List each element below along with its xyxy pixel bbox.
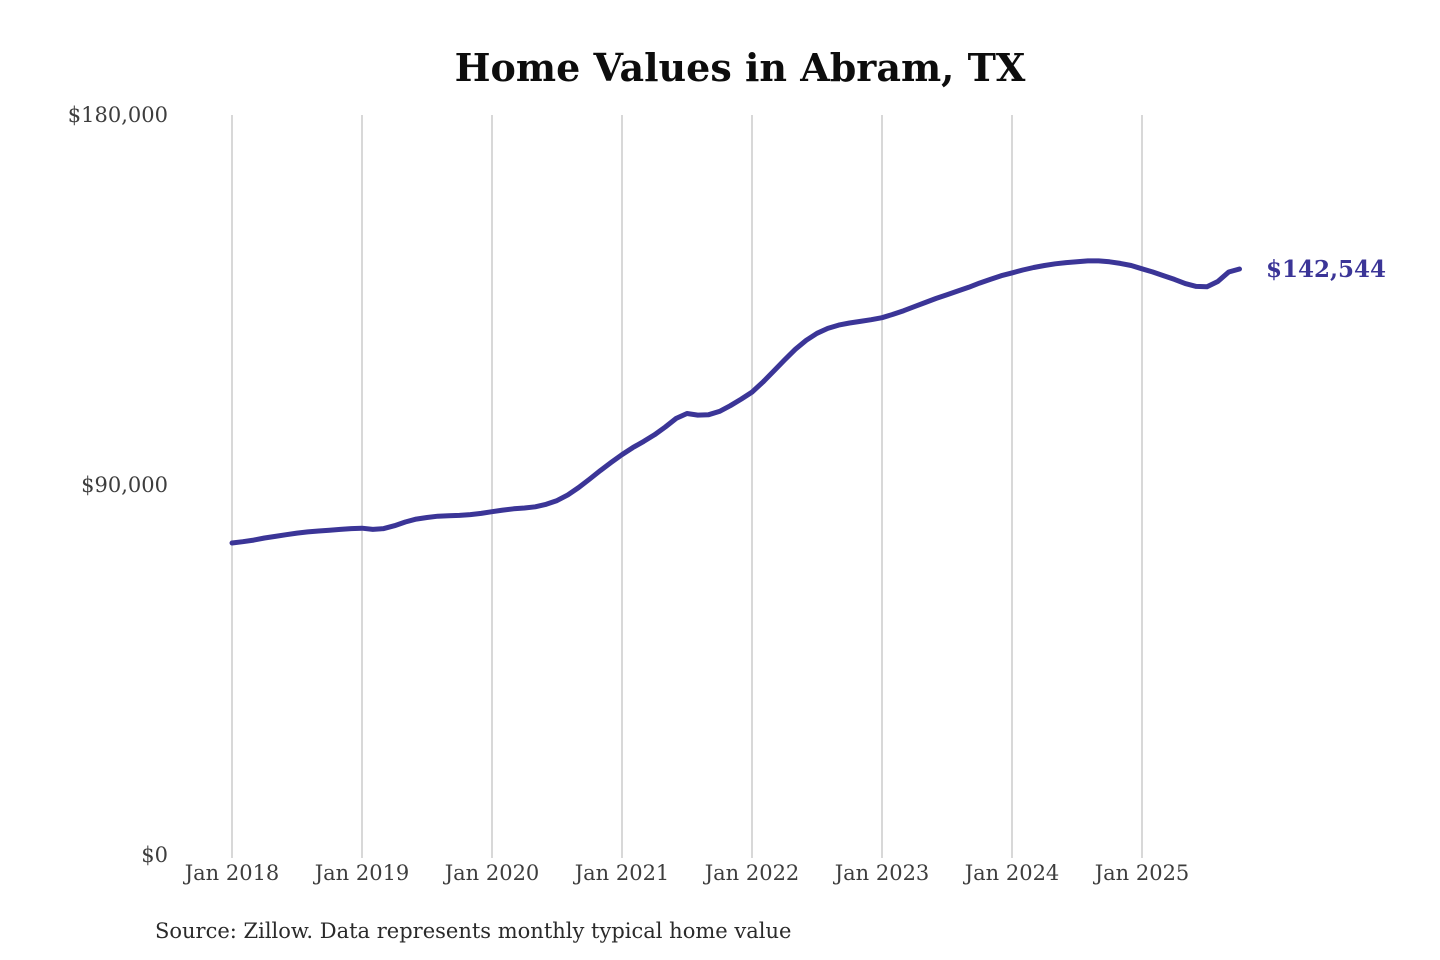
chart-title: Home Values in Abram, TX <box>455 45 1026 90</box>
x-tick-label: Jan 2022 <box>703 861 800 885</box>
y-tick-label: $90,000 <box>81 473 168 497</box>
x-tick-label: Jan 2024 <box>963 861 1060 885</box>
y-tick-label: $0 <box>141 843 168 867</box>
x-tick-label: Jan 2023 <box>833 861 930 885</box>
x-tick-label: Jan 2018 <box>183 861 280 885</box>
x-tick-label: Jan 2020 <box>443 861 540 885</box>
value-line <box>229 258 1242 546</box>
x-tick-label: Jan 2025 <box>1093 861 1190 885</box>
source-note: Source: Zillow. Data represents monthly … <box>155 919 791 943</box>
gridlines <box>231 115 1143 858</box>
y-axis-tick-labels: $0 $90,000 $180,000 <box>68 103 168 867</box>
x-tick-label: Jan 2021 <box>573 861 670 885</box>
latest-value-annotation: $142,544 <box>1266 256 1386 283</box>
y-tick-label: $180,000 <box>68 103 168 127</box>
x-tick-label: Jan 2019 <box>313 861 410 885</box>
x-axis-tick-labels: Jan 2018 Jan 2019 Jan 2020 Jan 2021 Jan 2022… <box>183 861 1190 885</box>
